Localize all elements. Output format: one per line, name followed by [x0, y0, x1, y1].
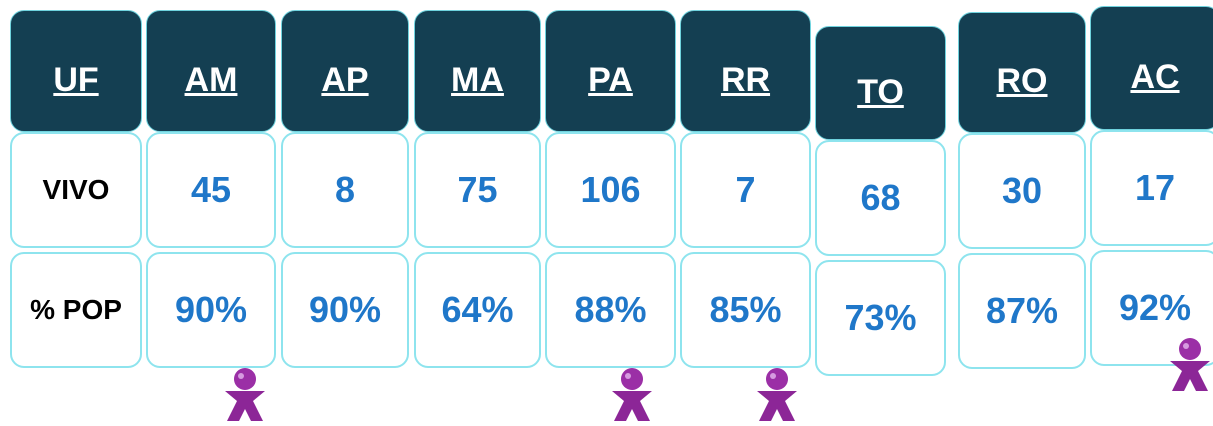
table-cell: % POP: [10, 252, 142, 368]
header-cell: UF: [10, 10, 142, 132]
table-cell: 90%: [146, 252, 276, 368]
header-cell: RR: [680, 10, 811, 132]
table-cell: 8: [281, 132, 409, 248]
table-cell: 88%: [545, 252, 676, 368]
table-cell: 64%: [414, 252, 541, 368]
table-cell: 17: [1090, 130, 1213, 246]
header-cell: RO: [958, 12, 1086, 133]
header-cell: MA: [414, 10, 541, 132]
table-cell: 90%: [281, 252, 409, 368]
table-cell: 68: [815, 140, 946, 256]
person-icon: [225, 368, 265, 421]
header-cell: TO: [815, 26, 946, 140]
table-cell: 45: [146, 132, 276, 248]
header-cell: AP: [281, 10, 409, 132]
table-cell: 87%: [958, 253, 1086, 369]
table-cell: 30: [958, 133, 1086, 249]
header-cell: PA: [545, 10, 676, 132]
table-cell: 106: [545, 132, 676, 248]
table-cell: VIVO: [10, 132, 142, 248]
header-cell: AC: [1090, 6, 1213, 130]
table-cell: 7: [680, 132, 811, 248]
person-icon: [757, 368, 797, 421]
person-icon: [1170, 338, 1210, 391]
header-cell: AM: [146, 10, 276, 132]
table-cell: 85%: [680, 252, 811, 368]
table-cell: 75: [414, 132, 541, 248]
table-cell: 73%: [815, 260, 946, 376]
person-icon: [612, 368, 652, 421]
